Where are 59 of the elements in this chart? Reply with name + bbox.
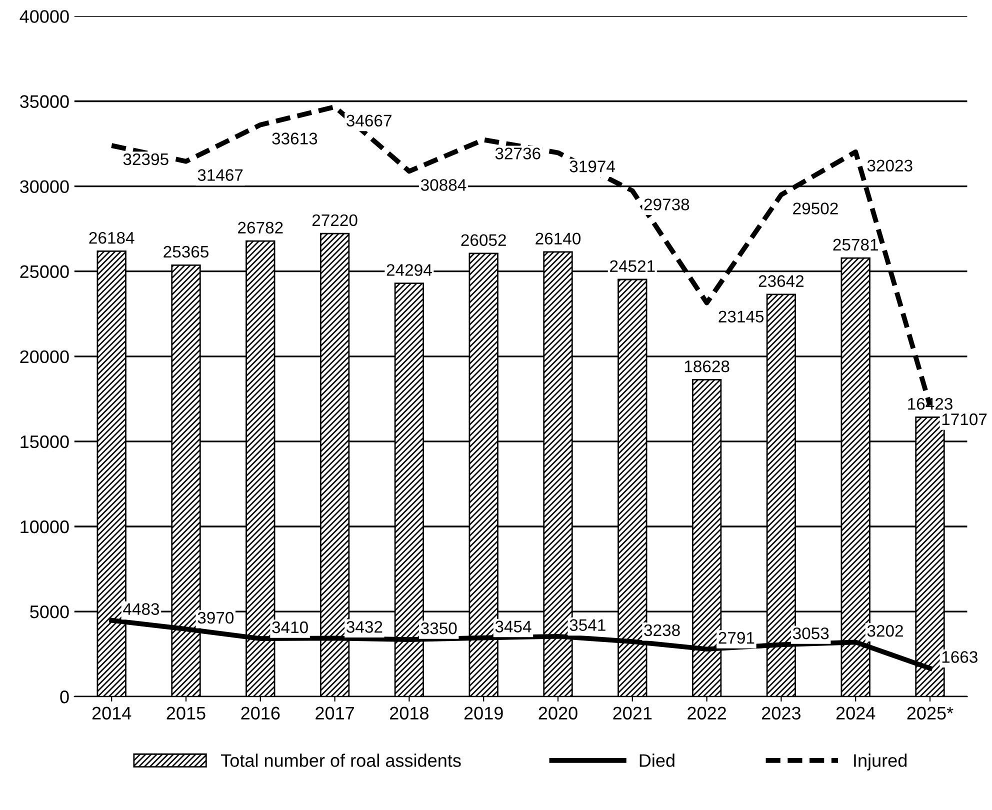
data-label: 3410 [272, 621, 308, 634]
data-label: 32023 [867, 160, 912, 172]
data-label: 23642 [758, 275, 804, 287]
data-label: 32395 [123, 153, 168, 166]
data-label: 26052 [461, 234, 506, 246]
y-tick-label: 0 [60, 690, 69, 704]
data-label: 29502 [793, 202, 838, 214]
data-label: 31467 [198, 169, 243, 181]
x-tick-label: 2023 [762, 706, 800, 720]
x-tick-label: 2018 [390, 706, 428, 720]
data-label: 3541 [570, 619, 606, 631]
data-label: 32736 [495, 148, 540, 160]
legend-label: Injured [854, 754, 907, 771]
data-label: 30884 [420, 179, 466, 191]
x-tick-label: 2014 [92, 706, 132, 720]
x-tick-label: 2016 [241, 706, 280, 720]
data-label: 3238 [644, 624, 680, 636]
x-tick-label: 2015 [166, 706, 206, 720]
data-label: 26140 [536, 232, 581, 244]
data-label: 26782 [238, 222, 283, 234]
data-label: 34667 [346, 114, 392, 127]
data-label: 2791 [718, 632, 754, 644]
data-label: 1663 [942, 651, 978, 663]
data-label: 24521 [610, 260, 655, 272]
x-tick-label: 2024 [836, 706, 876, 720]
y-tick-label: 40000 [20, 10, 69, 23]
data-label: 17107 [942, 413, 987, 426]
x-tick-label: 2020 [538, 706, 578, 720]
legend-label: Total number of roal assidents [221, 754, 461, 767]
data-label: 3350 [420, 622, 457, 634]
x-tick-label: 2021 [613, 706, 652, 720]
data-label: 3970 [198, 612, 234, 624]
data-label: 3454 [495, 620, 532, 632]
data-label: 33613 [272, 132, 318, 144]
y-tick-label: 35000 [20, 95, 69, 108]
x-tick-label: 2019 [464, 706, 503, 720]
data-label: 3053 [792, 627, 829, 640]
x-tick-label: 2022 [688, 706, 726, 720]
data-label: 24294 [386, 264, 432, 276]
data-label: 25365 [164, 246, 208, 258]
y-tick-label: 25000 [20, 265, 69, 278]
y-tick-label: 5000 [30, 605, 69, 618]
y-tick-label: 10000 [20, 520, 69, 534]
data-label: 25781 [833, 238, 878, 251]
legend-label: Died [640, 754, 674, 767]
data-label: 18628 [684, 360, 730, 372]
y-tick-label: 15000 [20, 435, 69, 448]
x-tick-label: 2025* [907, 706, 954, 720]
data-label: 3432 [346, 621, 382, 633]
x-tick-label: 2017 [316, 706, 354, 720]
data-label: 31974 [570, 160, 615, 172]
data-label: 29738 [644, 198, 690, 210]
y-tick-label: 30000 [20, 180, 69, 194]
data-label: 26184 [89, 232, 134, 244]
data-label: 27220 [312, 214, 358, 226]
data-label: 4483 [123, 603, 160, 615]
y-tick-label: 20000 [20, 350, 69, 364]
data-label: 3202 [867, 624, 903, 637]
data-label: 23145 [718, 310, 764, 323]
